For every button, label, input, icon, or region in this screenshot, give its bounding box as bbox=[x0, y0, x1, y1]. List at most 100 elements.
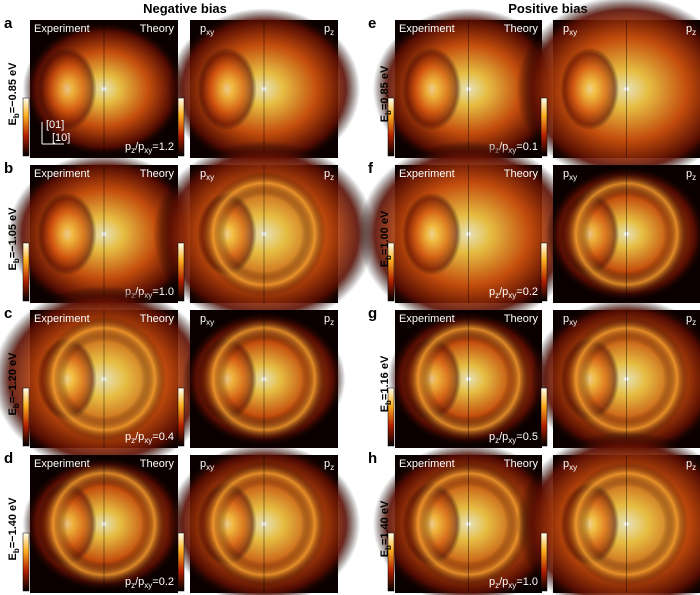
text-part: = bbox=[152, 286, 158, 298]
colorbar bbox=[540, 242, 548, 302]
image-label: Experiment bbox=[399, 458, 455, 470]
text-part: = bbox=[7, 252, 19, 258]
column-title: Negative bias bbox=[143, 1, 227, 16]
text-part: z bbox=[131, 146, 135, 155]
image-glow bbox=[402, 47, 462, 131]
text-part: = bbox=[379, 249, 391, 255]
text-part: z bbox=[131, 436, 135, 445]
text-part: p bbox=[563, 458, 569, 470]
panel-letter: h bbox=[368, 450, 377, 467]
text-part: p bbox=[324, 168, 330, 180]
image-label: pxy bbox=[200, 23, 214, 37]
image-center bbox=[262, 377, 266, 381]
colorbar bbox=[387, 532, 395, 592]
text-part: z bbox=[495, 581, 499, 590]
image-label: Theory bbox=[140, 313, 175, 325]
text-part: b bbox=[12, 258, 21, 263]
text-part: −1.40 eV bbox=[7, 497, 19, 542]
text-part: 0.2 bbox=[159, 576, 174, 588]
energy-label: Eb=0.85 eV bbox=[379, 65, 393, 122]
text-part: 0.2 bbox=[523, 286, 538, 298]
text-part: / bbox=[499, 576, 503, 588]
text-part: p bbox=[489, 576, 495, 588]
text-part: = bbox=[516, 431, 522, 443]
energy-label: Eb=−1.40 eV bbox=[7, 497, 21, 561]
text-part: 1.2 bbox=[159, 141, 174, 153]
image-label: pz bbox=[324, 458, 334, 472]
text-part: b bbox=[12, 548, 21, 553]
text-part: xy bbox=[508, 581, 516, 590]
text-part: E bbox=[7, 263, 19, 270]
image-label: pxy bbox=[563, 458, 577, 472]
image-label: Theory bbox=[504, 168, 539, 180]
text-part: / bbox=[499, 431, 503, 443]
text-part: p bbox=[686, 313, 692, 325]
ratio-label: pz/pxy=1.0 bbox=[489, 576, 538, 590]
text-part: 0.1 bbox=[523, 141, 538, 153]
text-part: xy bbox=[569, 28, 577, 37]
colorbar bbox=[177, 532, 185, 592]
text-part: z bbox=[330, 173, 334, 182]
text-part: −0.85 eV bbox=[7, 62, 19, 107]
text-part: z bbox=[330, 318, 334, 327]
panel-letter: a bbox=[4, 15, 13, 32]
image-label: Experiment bbox=[399, 23, 455, 35]
image-label: pz bbox=[686, 458, 696, 472]
text-part: = bbox=[516, 141, 522, 153]
energy-label: Eb=−1.20 eV bbox=[7, 352, 21, 416]
text-part: / bbox=[135, 576, 139, 588]
image-label: pz bbox=[686, 23, 696, 37]
text-part: p bbox=[502, 286, 508, 298]
panel-letter: g bbox=[368, 305, 377, 322]
text-part: p bbox=[200, 23, 206, 35]
image-label: pxy bbox=[563, 23, 577, 37]
text-part: = bbox=[379, 394, 391, 400]
image-label: pz bbox=[324, 168, 334, 182]
image-label: pxy bbox=[200, 313, 214, 327]
image-center bbox=[262, 522, 266, 526]
image-center bbox=[624, 232, 629, 236]
text-part: 0.85 eV bbox=[379, 65, 391, 104]
image-label: Experiment bbox=[34, 313, 90, 325]
panel-letter: e bbox=[368, 15, 376, 32]
text-part: = bbox=[152, 431, 158, 443]
image-glow bbox=[37, 47, 97, 131]
text-part: p bbox=[686, 23, 692, 35]
text-part: b bbox=[384, 255, 393, 260]
axis-label: [10] bbox=[52, 132, 70, 144]
energy-label: Eb=1.00 eV bbox=[379, 210, 393, 267]
text-part: p bbox=[489, 286, 495, 298]
text-part: E bbox=[7, 408, 19, 415]
energy-label: Eb=−0.85 eV bbox=[7, 62, 21, 126]
text-part: −1.20 eV bbox=[7, 352, 19, 397]
image-center bbox=[466, 522, 471, 526]
text-part: xy bbox=[569, 463, 577, 472]
text-part: E bbox=[379, 405, 391, 412]
text-part: = bbox=[516, 286, 522, 298]
colorbar bbox=[540, 532, 548, 592]
image-label: pxy bbox=[200, 168, 214, 182]
colorbar bbox=[177, 97, 185, 157]
text-part: z bbox=[330, 463, 334, 472]
text-part: xy bbox=[144, 581, 152, 590]
text-part: b bbox=[384, 545, 393, 550]
text-part: p bbox=[563, 23, 569, 35]
text-part: z bbox=[131, 581, 135, 590]
image-label: Theory bbox=[504, 458, 539, 470]
image-label: pxy bbox=[563, 313, 577, 327]
image-label: Theory bbox=[140, 168, 175, 180]
text-part: xy bbox=[206, 318, 214, 327]
image-label: Theory bbox=[140, 458, 175, 470]
text-part: = bbox=[379, 539, 391, 545]
text-part: xy bbox=[144, 436, 152, 445]
image-label: pz bbox=[324, 23, 334, 37]
image-label: Theory bbox=[504, 313, 539, 325]
image-center bbox=[102, 522, 106, 526]
text-part: xy bbox=[508, 291, 516, 300]
text-part: xy bbox=[508, 436, 516, 445]
text-part: = bbox=[379, 104, 391, 110]
image-center bbox=[102, 377, 106, 381]
ratio-label: pz/pxy=1.2 bbox=[125, 141, 174, 155]
text-part: z bbox=[495, 436, 499, 445]
colorbar bbox=[540, 387, 548, 447]
